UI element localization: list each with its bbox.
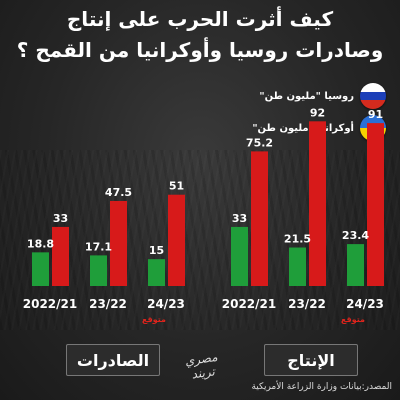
production-ukraine-value-0: 33 bbox=[232, 212, 247, 225]
title-line-2: وصادرات روسيا وأوكرانيا من القمح ؟ bbox=[16, 38, 384, 62]
production-russia-bar-2 bbox=[367, 123, 384, 286]
chart-title: كيف أثرت الحرب على إنتاج وصادرات روسيا و… bbox=[0, 4, 400, 66]
production-russia-bar-0 bbox=[251, 151, 268, 286]
exports-estimate-label: متوقع bbox=[142, 315, 166, 324]
production-year-label-0: 2022/21 bbox=[222, 297, 276, 311]
exports-ukraine-bar-2 bbox=[148, 259, 165, 286]
title-line-1: كيف أثرت الحرب على إنتاج bbox=[66, 7, 334, 31]
legend-russia-label: روسيا "مليون طن" bbox=[259, 90, 354, 102]
tab-production-label: الإنتاج bbox=[287, 350, 335, 370]
exports-year-label-0: 2022/21 bbox=[23, 297, 77, 311]
source-note: المصدر:بيانات وزارة الزراعة الأمريكية bbox=[251, 382, 392, 392]
production-russia-bar-1 bbox=[309, 121, 326, 286]
russia-flag-icon bbox=[360, 83, 386, 109]
exports-ukraine-bar-1 bbox=[90, 255, 107, 286]
exports-russia-value-0: 33 bbox=[53, 212, 68, 225]
exports-year-label-1: 23/22 bbox=[89, 297, 127, 311]
legend-ukraine-label: أوكرانيا "مليون طن" bbox=[252, 122, 354, 134]
production-russia-value-1: 92 bbox=[310, 106, 325, 119]
production-ukraine-bar-1 bbox=[289, 247, 306, 286]
tab-exports[interactable]: الصادرات bbox=[66, 344, 160, 376]
tab-exports-label: الصادرات bbox=[76, 350, 150, 370]
exports-russia-bar-2 bbox=[168, 194, 185, 286]
exports-ukraine-value-0: 18.8 bbox=[27, 237, 54, 250]
production-ukraine-value-1: 21.5 bbox=[284, 233, 311, 246]
exports-russia-bar-0 bbox=[52, 226, 69, 286]
production-russia-value-2: 91 bbox=[368, 108, 383, 121]
production-year-label-2: 24/23 bbox=[346, 297, 384, 311]
exports-ukraine-value-2: 15 bbox=[149, 244, 164, 257]
exports-russia-value-2: 51 bbox=[169, 180, 184, 193]
exports-russia-bar-1 bbox=[110, 200, 127, 286]
production-ukraine-value-2: 23.4 bbox=[342, 229, 369, 242]
production-ukraine-bar-0 bbox=[231, 226, 248, 286]
production-russia-value-0: 75.2 bbox=[246, 136, 273, 149]
exports-ukraine-bar-0 bbox=[32, 252, 49, 286]
legend-russia: روسيا "مليون طن" bbox=[259, 83, 386, 109]
exports-russia-value-1: 47.5 bbox=[105, 186, 132, 199]
production-ukraine-bar-2 bbox=[347, 244, 364, 286]
exports-year-label-2: 24/23 bbox=[147, 297, 185, 311]
production-year-label-1: 23/22 bbox=[288, 297, 326, 311]
production-estimate-label: متوقع bbox=[341, 315, 365, 324]
tab-production[interactable]: الإنتاج bbox=[264, 344, 358, 376]
exports-ukraine-value-1: 17.1 bbox=[85, 240, 112, 253]
